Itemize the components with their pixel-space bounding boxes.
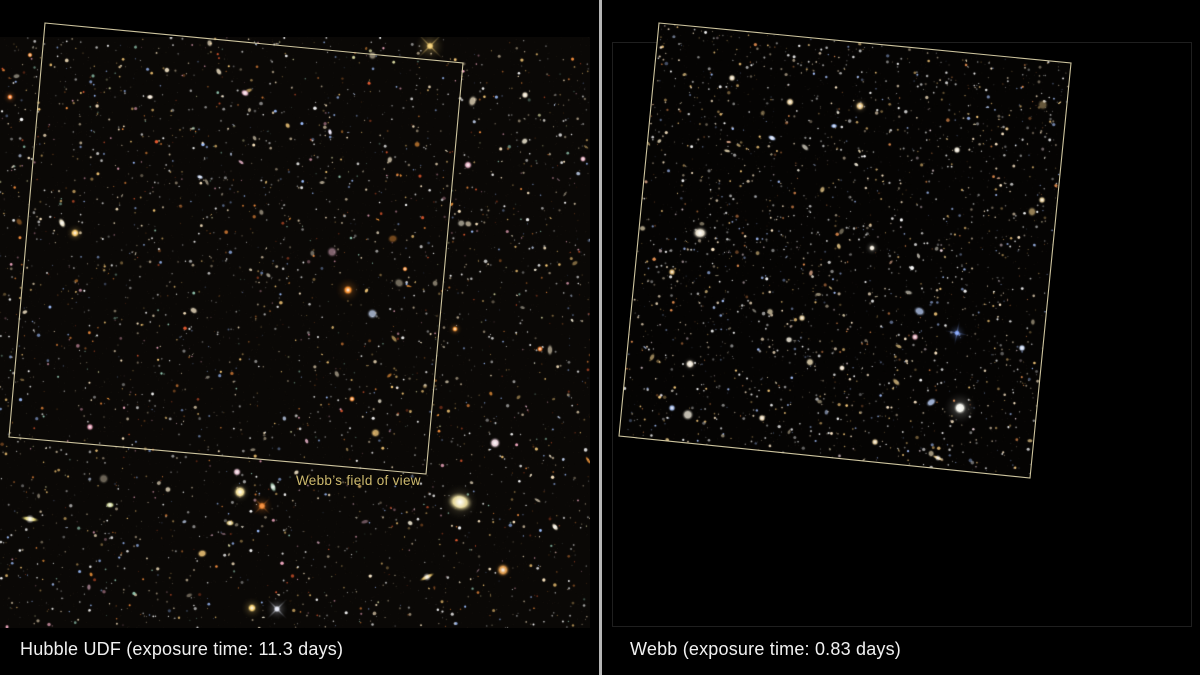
webb-fov-label: Webb’s field of view — [296, 473, 421, 488]
hubble-udf-image — [0, 37, 590, 628]
hubble-caption: Hubble UDF (exposure time: 11.3 days) — [20, 639, 344, 659]
webb-image — [612, 18, 1192, 628]
webb-caption: Webb (exposure time: 0.83 days) — [630, 639, 901, 659]
panel-divider — [599, 0, 602, 675]
